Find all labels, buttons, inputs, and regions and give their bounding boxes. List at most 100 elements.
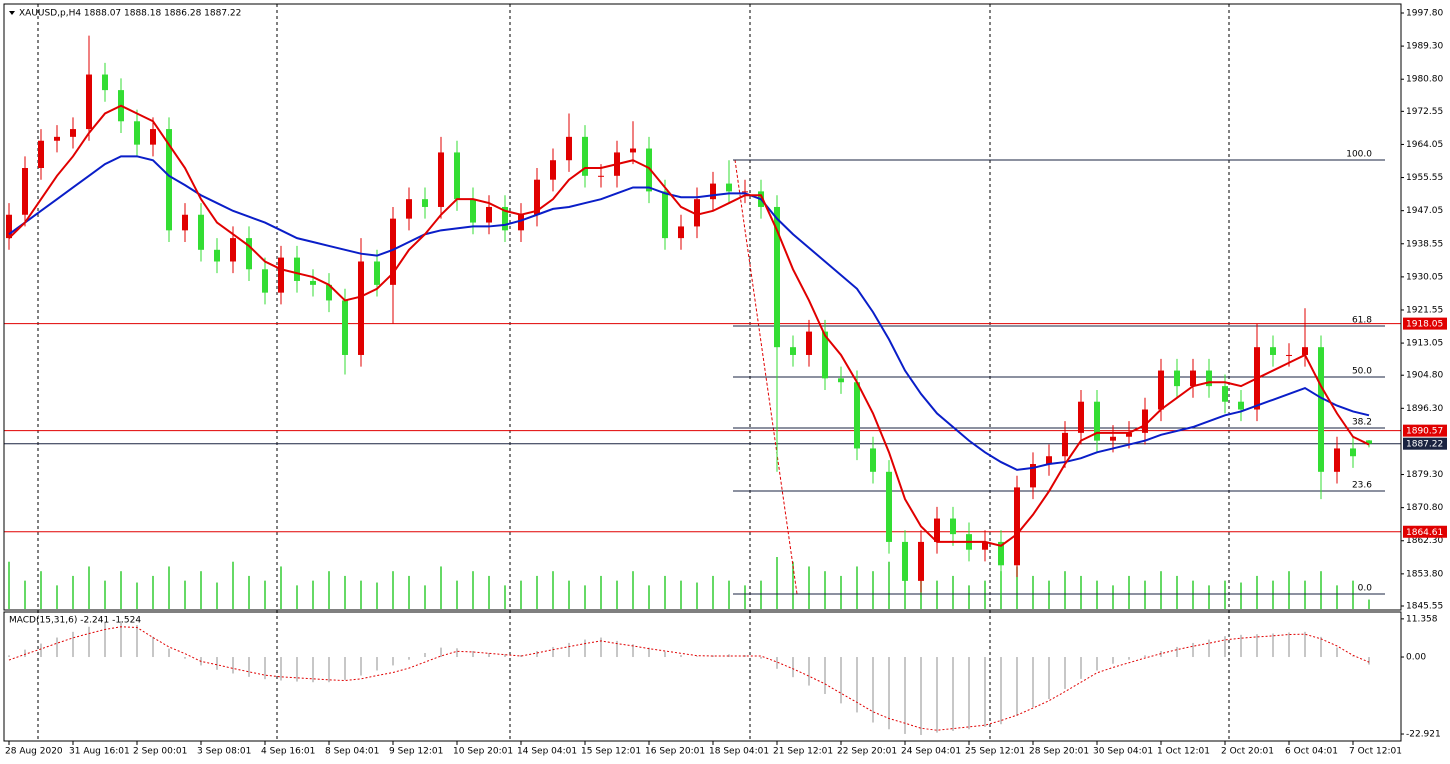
price-tag-label: 1864.61 — [1406, 528, 1443, 538]
x-tick-label: 22 Sep 20:01 — [837, 747, 897, 757]
slow-ma-line — [8, 155, 1370, 471]
fib-level-label: 100.0 — [1346, 149, 1372, 159]
candle-body — [534, 179, 540, 215]
candle-body — [726, 183, 732, 192]
candle-body — [102, 74, 108, 91]
x-tick-label: 31 Aug 16:01 — [69, 747, 130, 757]
candle-body — [294, 257, 300, 281]
candle-body — [1094, 401, 1100, 441]
candle-body — [790, 347, 796, 355]
candle-body — [502, 206, 508, 231]
candle-body — [646, 148, 652, 192]
candle-body — [358, 261, 364, 355]
candle-body — [214, 249, 220, 262]
y-tick-label: 1972.55 — [1406, 107, 1443, 117]
candle-body — [262, 269, 268, 293]
candle-body — [1366, 440, 1372, 444]
candle-body — [54, 136, 60, 141]
x-tick-label: 25 Sep 12:01 — [965, 747, 1025, 757]
candle-body — [1286, 354, 1292, 356]
y-tick-label: 1997.80 — [1406, 8, 1443, 18]
y-tick-label: 1930.05 — [1406, 272, 1443, 282]
candle-body — [70, 129, 76, 137]
candle-body — [998, 541, 1004, 566]
y-tick-label: 1870.80 — [1406, 503, 1443, 513]
candle-body — [1334, 448, 1340, 472]
candle-body — [390, 218, 396, 285]
x-tick-label: 6 Oct 04:01 — [1285, 747, 1338, 757]
x-tick-label: 15 Sep 12:01 — [581, 747, 641, 757]
candle-body — [326, 284, 332, 301]
candle-body — [1302, 347, 1308, 355]
candle-body — [1270, 347, 1276, 355]
candle-body — [1174, 370, 1180, 387]
x-tick-label: 18 Sep 04:01 — [709, 747, 769, 757]
x-tick-label: 30 Sep 04:01 — [1093, 747, 1153, 757]
candle-body — [742, 191, 748, 193]
candle-body — [582, 136, 588, 176]
macd-panel-border — [3, 611, 1402, 742]
candle-body — [38, 140, 44, 169]
candle-body — [870, 448, 876, 472]
y-tick-label: 1921.55 — [1406, 305, 1443, 315]
x-tick-label: 24 Sep 04:01 — [901, 747, 961, 757]
candle-body — [342, 300, 348, 355]
candle-body — [710, 183, 716, 200]
plot-layer: 1997.80 1989.30 1980.80 1972.55 1964.05 1955.… — [4, 8, 1447, 757]
candle-body — [454, 152, 460, 200]
candle-body — [806, 331, 812, 355]
price-tag-label: 1890.57 — [1406, 427, 1443, 437]
candle-body — [246, 238, 252, 270]
price-tag-label: 1918.05 — [1406, 320, 1443, 330]
y-tick-label: 1980.80 — [1406, 75, 1443, 85]
candle-body — [150, 129, 156, 145]
candle-body — [166, 129, 172, 231]
y-tick-label: 1862.30 — [1406, 536, 1443, 546]
candle-body — [1190, 370, 1196, 387]
candle-body — [630, 148, 636, 153]
candle-body — [1046, 456, 1052, 465]
candle-body — [438, 152, 444, 207]
macd-title: MACD(15,31,6) -2.241 -1.524 — [9, 616, 141, 626]
candle-body — [486, 206, 492, 223]
candle-body — [470, 199, 476, 223]
fib-level-label: 61.8 — [1352, 315, 1372, 325]
candle-body — [422, 199, 428, 207]
candle-body — [918, 541, 924, 581]
macd-y-tick-label: 0.00 — [1406, 653, 1426, 663]
price-tag — [1403, 424, 1447, 437]
candle-body — [230, 238, 236, 262]
y-tick-label: 1955.55 — [1406, 173, 1443, 183]
price-tag — [1403, 437, 1447, 450]
candle-body — [950, 518, 956, 535]
x-tick-label: 7 Oct 12:01 — [1349, 747, 1402, 757]
candle-body — [374, 261, 380, 285]
fib-level-label: 38.2 — [1352, 417, 1372, 427]
y-tick-label: 1938.55 — [1406, 239, 1443, 249]
candle-body — [518, 214, 524, 231]
candle-body — [6, 214, 12, 239]
candle-body — [310, 280, 316, 285]
y-tick-label: 1913.05 — [1406, 339, 1443, 349]
y-tick-label: 1896.30 — [1406, 404, 1443, 414]
menu-arrow[interactable] — [9, 11, 15, 15]
x-tick-label: 1 Oct 12:01 — [1157, 747, 1210, 757]
fib-level-label: 23.6 — [1352, 480, 1372, 490]
price-tag — [1403, 317, 1447, 330]
candle-body — [822, 331, 828, 379]
chart-title: XAUUSD,p,H4 1888.07 1888.18 1886.28 1887… — [19, 9, 241, 19]
main-panel-border — [3, 3, 1402, 611]
x-tick-label: 9 Sep 12:01 — [389, 747, 443, 757]
fib-level-label: 50.0 — [1352, 366, 1372, 376]
candle-body — [678, 226, 684, 239]
x-tick-label: 2 Sep 00:01 — [133, 747, 187, 757]
y-tick-label: 1964.05 — [1406, 140, 1443, 150]
candle-body — [662, 191, 668, 239]
x-tick-label: 8 Sep 04:01 — [325, 747, 379, 757]
x-tick-label: 2 Oct 20:01 — [1221, 747, 1274, 757]
candle-body — [1110, 436, 1116, 441]
x-tick-label: 10 Sep 20:01 — [453, 747, 513, 757]
candle-body — [278, 257, 284, 293]
candle-body — [774, 206, 780, 348]
candle-body — [934, 518, 940, 542]
